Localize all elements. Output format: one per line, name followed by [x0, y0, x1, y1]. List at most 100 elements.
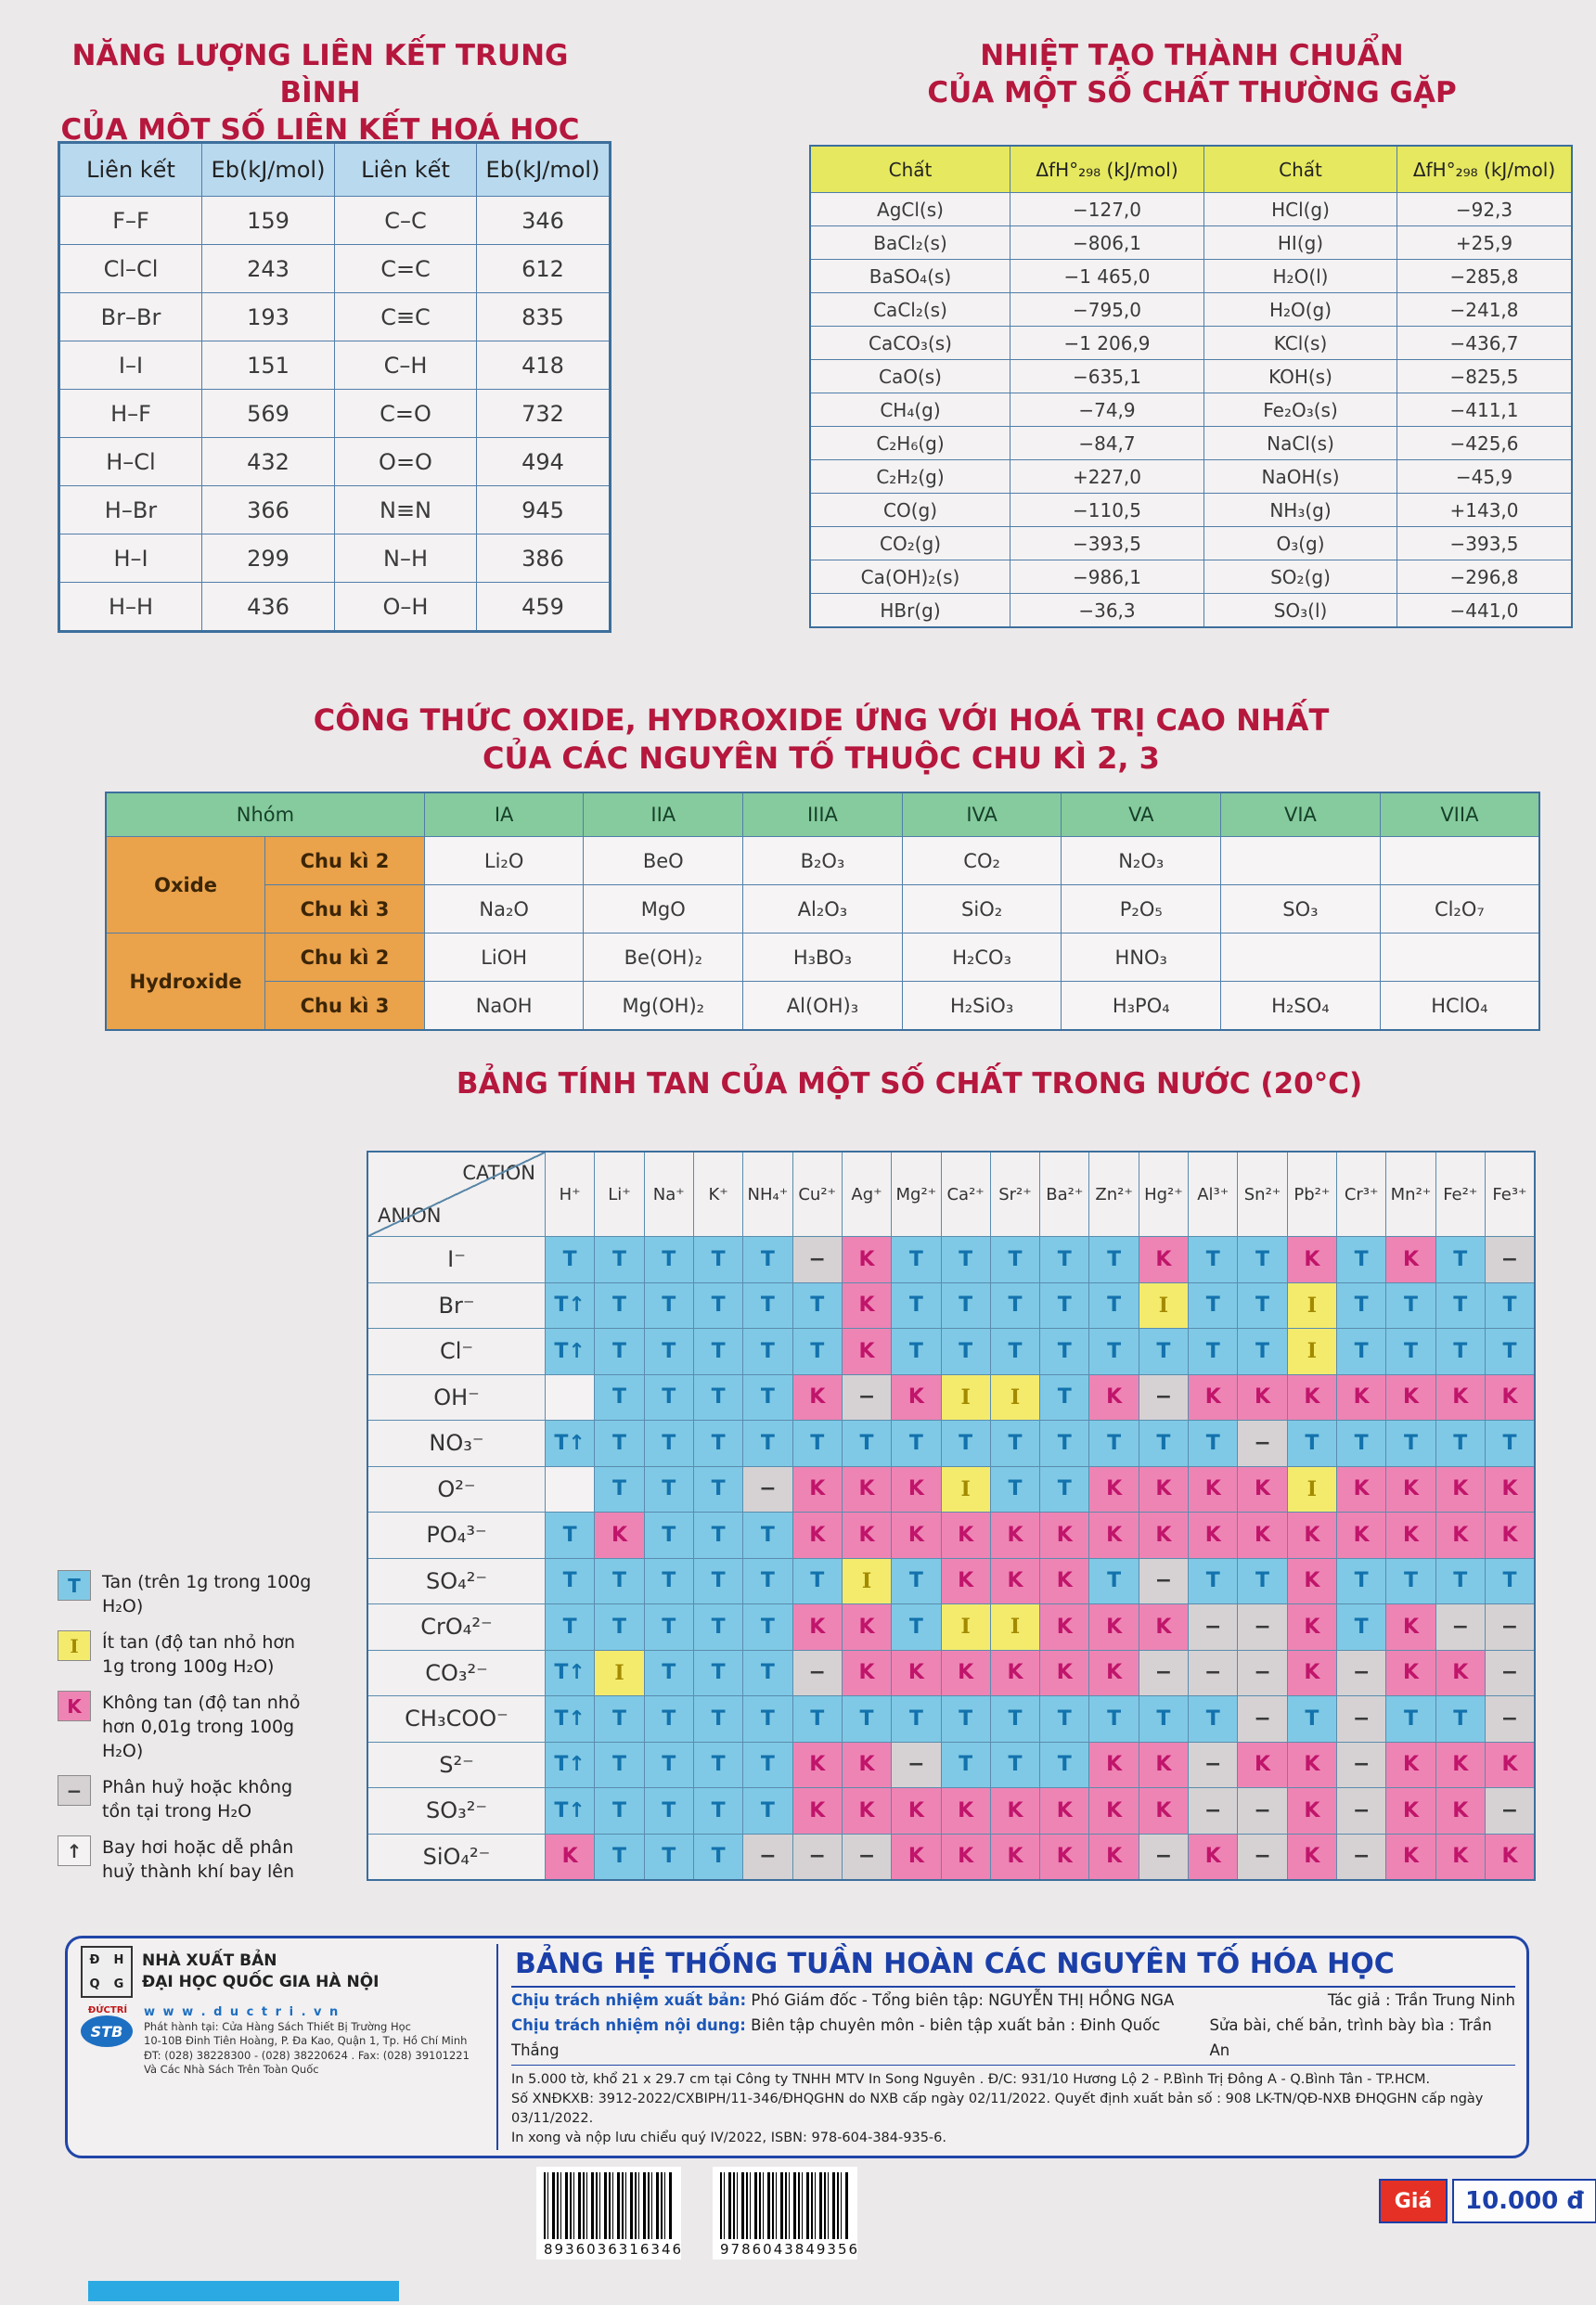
formula-cell: HNO₃ — [1061, 933, 1222, 982]
table-cell: KOH(s) — [1203, 359, 1397, 393]
solubility-row: Cl⁻ T↑ T T T T T K T T T T T T T T I T T T T — [367, 1328, 1536, 1375]
solubility-cell: K — [1286, 1557, 1338, 1604]
solubility-cell: K — [1237, 1512, 1288, 1559]
solubility-cell: K — [792, 1512, 843, 1559]
solubility-cell: K — [1286, 1649, 1338, 1696]
table-row: HBr(g) −36,3 SO₃(l) −441,0 — [809, 593, 1573, 628]
solubility-cell: K — [1237, 1465, 1288, 1513]
table-cell: 159 — [201, 196, 335, 245]
solubility-cell: I — [594, 1649, 645, 1696]
cation-header: Mn²⁺ — [1385, 1151, 1436, 1237]
table-row: Oxide Chu kì 2 Li₂O BeO B₂O₃ CO₂ N₂O₃ — [105, 836, 1540, 934]
table-cell: −986,1 — [1010, 560, 1204, 594]
solubility-cell: T — [891, 1557, 942, 1604]
solubility-cell: K — [891, 1833, 942, 1881]
cation-header: K⁺ — [692, 1151, 744, 1237]
legend-symbol: ↑ — [58, 1835, 91, 1866]
solubility-cell: T — [1435, 1328, 1486, 1375]
table-cell: CH₄(g) — [809, 393, 1010, 427]
cation-header: Zn²⁺ — [1088, 1151, 1139, 1237]
solubility-cell: T — [692, 1420, 744, 1467]
table-cell: C=C — [334, 244, 477, 293]
table-cell: +227,0 — [1010, 459, 1204, 494]
solubility-cell: T — [1088, 1420, 1139, 1467]
solubility-cell: T — [1435, 1420, 1486, 1467]
table-row: CaCO₃(s) −1 206,9 KCl(s) −436,7 — [809, 326, 1573, 360]
solubility-cell: T — [1138, 1695, 1190, 1743]
group-corner-header: Nhóm — [105, 792, 425, 837]
group-header: VIIA — [1379, 792, 1540, 837]
formula-cell: H₃BO₃ — [742, 933, 903, 982]
solubility-cell: − — [1435, 1603, 1486, 1651]
solubility-cell: − — [1138, 1833, 1190, 1881]
solubility-cell: T — [792, 1281, 843, 1329]
footer-vertical-divider — [496, 1944, 498, 2150]
table-row: BaSO₄(s) −1 465,0 H₂O(l) −285,8 — [809, 259, 1573, 293]
solubility-cell: T — [742, 1236, 793, 1283]
distributor-line: ĐT: (028) 38228300 - (028) 38220624 . Fa… — [144, 2048, 470, 2062]
table-row: C₂H₆(g) −84,7 NaCl(s) −425,6 — [809, 426, 1573, 460]
table-cell: O=O — [334, 437, 477, 486]
cation-header: Hg²⁺ — [1138, 1151, 1190, 1237]
license-info-line: Số XNĐKXB: 3912-2022/CXBIPH/11-346/ĐHQGH… — [511, 2092, 1484, 2126]
anion-label: CrO₄²⁻ — [367, 1603, 546, 1651]
solubility-cell: K — [940, 1833, 991, 1881]
solubility-cell: K — [1138, 1603, 1190, 1651]
solubility-cell: K — [1435, 1649, 1486, 1696]
solubility-cell: T — [1088, 1236, 1139, 1283]
solubility-cell: K — [1484, 1833, 1536, 1881]
solubility-cell: T — [643, 1236, 694, 1283]
period-label: Chu kì 3 — [264, 884, 425, 934]
solubility-cell: I — [1138, 1281, 1190, 1329]
solubility-cell: K — [841, 1787, 893, 1835]
solubility-cell: T — [643, 1833, 694, 1881]
formula-cell: Mg(OH)₂ — [583, 981, 744, 1031]
corner-anion-label: ANION — [378, 1204, 442, 1227]
legend-label: Phân huỷ hoặc không tồn tại trong H₂O — [102, 1777, 293, 1822]
table-cell: HBr(g) — [809, 593, 1010, 628]
table-cell: SO₃(l) — [1203, 593, 1397, 628]
solubility-cell: T — [792, 1695, 843, 1743]
solubility-cell: T — [1286, 1695, 1338, 1743]
solubility-cell: T — [692, 1236, 744, 1283]
table-cell: −425,6 — [1396, 426, 1573, 460]
solubility-cell: − — [1484, 1787, 1536, 1835]
table-cell: −92,3 — [1396, 192, 1573, 226]
formula-cell: NaOH — [423, 981, 585, 1031]
table-row: CO(g) −110,5 NH₃(g) +143,0 — [809, 493, 1573, 527]
solubility-cell: K — [841, 1649, 893, 1696]
solubility-cell: T — [1435, 1557, 1486, 1604]
cation-header: Li⁺ — [594, 1151, 645, 1237]
solubility-row: CO₃²⁻ T↑ I T T T − K K K K K K − − − K − K K − — [367, 1649, 1536, 1696]
solubility-cell: T — [1237, 1328, 1288, 1375]
solubility-cell: I — [989, 1373, 1041, 1421]
column-header: Chất — [1203, 145, 1397, 193]
publisher-block: Đ H Q G NHÀ XUẤT BẢN ĐẠI HỌC QUỐC GIA HÀ… — [81, 1946, 489, 2078]
solubility-cell: K — [940, 1557, 991, 1604]
table-cell: C=O — [334, 389, 477, 438]
table-cell: NaCl(s) — [1203, 426, 1397, 460]
solubility-cell: T — [742, 1281, 793, 1329]
solubility-cell: T — [692, 1833, 744, 1881]
footer-separator — [511, 2065, 1515, 2066]
table-row: Hydroxide Chu kì 2 LiOH Be(OH)₂ H₃BO₃ H₂CO₃ HN… — [105, 933, 1540, 1031]
formula-cell: SiO₂ — [901, 884, 1062, 934]
solubility-cell: − — [1138, 1649, 1190, 1696]
table-cell: 732 — [476, 389, 611, 438]
cation-header: Al³⁺ — [1188, 1151, 1239, 1237]
solubility-cell: − — [1335, 1741, 1387, 1788]
formula-cell: LiOH — [423, 933, 585, 982]
solubility-cell: T — [940, 1741, 991, 1788]
solubility-cell: − — [891, 1741, 942, 1788]
formula-cell: N₂O₃ — [1061, 836, 1222, 885]
solubility-cell: T — [742, 1328, 793, 1375]
solubility-cell: T — [594, 1281, 645, 1329]
column-header: ΔfH°₂₉₈ (kJ/mol) — [1010, 145, 1204, 193]
solubility-cell: T — [594, 1695, 645, 1743]
responsibility-label1: Chịu trách nhiệm xuất bản: — [511, 1991, 747, 2009]
anion-label: Cl⁻ — [367, 1328, 546, 1375]
table-cell: −110,5 — [1010, 493, 1204, 527]
table-row: CaO(s) −635,1 KOH(s) −825,5 — [809, 359, 1573, 393]
solubility-cell: T — [940, 1328, 991, 1375]
solubility-cell: − — [1237, 1603, 1288, 1651]
